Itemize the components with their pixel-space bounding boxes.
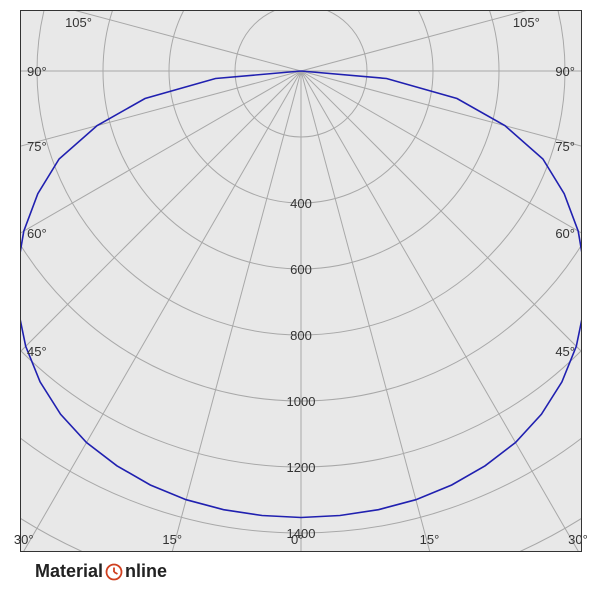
ring-label: 800	[290, 328, 312, 343]
angle-label: 45°	[555, 344, 575, 359]
angle-label: 15°	[420, 532, 440, 547]
angle-label: 45°	[27, 344, 47, 359]
brand-word-1: Material	[35, 561, 103, 582]
angle-label: 60°	[27, 226, 47, 241]
angle-label: 90°	[555, 64, 575, 79]
angle-label: 105°	[65, 15, 92, 30]
ring-label: 1000	[287, 394, 316, 409]
angle-label: 30°	[14, 532, 34, 547]
angle-label: 105°	[513, 15, 540, 30]
angle-label: 75°	[555, 139, 575, 154]
angle-label: 90°	[27, 64, 47, 79]
angle-label: 60°	[555, 226, 575, 241]
brand-word-2: nline	[125, 561, 167, 582]
ring-label: 400	[290, 196, 312, 211]
ring-label: 600	[290, 262, 312, 277]
ring-label: 1200	[287, 460, 316, 475]
polar-chart: 400600800100012001400105°90°75°60°45°30°…	[20, 10, 582, 552]
angle-label: 0°	[291, 532, 303, 547]
angle-label: 15°	[162, 532, 182, 547]
angle-label: 30°	[568, 532, 588, 547]
clock-icon	[105, 563, 123, 581]
angle-label: 75°	[27, 139, 47, 154]
branding: Material nline	[35, 561, 167, 582]
